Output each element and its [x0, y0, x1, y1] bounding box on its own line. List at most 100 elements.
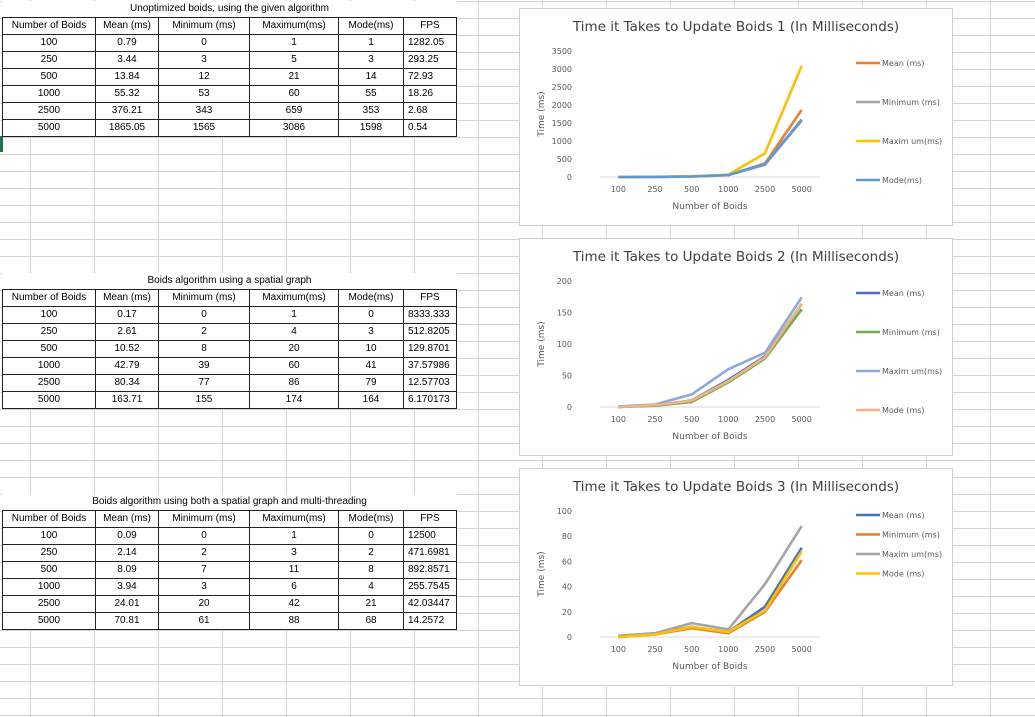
cell-boids[interactable]: 2500	[2, 595, 96, 613]
header-boids[interactable]: Number of Boids	[2, 510, 96, 528]
cell-mode[interactable]: 353	[338, 102, 404, 120]
cell-mean[interactable]: 13.84	[95, 68, 159, 86]
header-mean[interactable]: Mean (ms)	[95, 510, 159, 528]
cell-mean[interactable]: 376.21	[95, 102, 159, 120]
cell-boids[interactable]: 1000	[2, 85, 96, 103]
header-mode[interactable]: Mode(ms)	[338, 510, 404, 528]
cell-max[interactable]: 6	[249, 578, 339, 596]
cell-min[interactable]: 39	[158, 357, 250, 375]
cell-mode[interactable]: 164	[338, 391, 404, 409]
cell-mean[interactable]: 2.14	[95, 544, 159, 562]
cell-mode[interactable]: 10	[338, 340, 404, 358]
cell-min[interactable]: 3	[158, 51, 250, 69]
cell-min[interactable]: 0	[158, 34, 250, 52]
chart-update-boids-2[interactable]: Time it Takes to Update Boids 2 (In Mill…	[519, 238, 953, 456]
cell-min[interactable]: 155	[158, 391, 250, 409]
cell-mean[interactable]: 0.09	[95, 527, 159, 545]
chart-update-boids-1[interactable]: Time it Takes to Update Boids 1 (In Mill…	[519, 8, 953, 226]
cell-mean[interactable]: 70.81	[95, 612, 159, 630]
cell-min[interactable]: 3	[158, 578, 250, 596]
header-fps[interactable]: FPS	[403, 289, 457, 307]
cell-fps[interactable]: 129.8701	[403, 340, 457, 358]
cell-boids[interactable]: 5000	[2, 119, 96, 137]
cell-max[interactable]: 174	[249, 391, 339, 409]
cell-fps[interactable]: 42.03447	[403, 595, 457, 613]
cell-boids[interactable]: 500	[2, 68, 96, 86]
cell-max[interactable]: 20	[249, 340, 339, 358]
cell-mode[interactable]: 41	[338, 357, 404, 375]
cell-max[interactable]: 3	[249, 544, 339, 562]
cell-fps[interactable]: 255.7545	[403, 578, 457, 596]
cell-max[interactable]: 4	[249, 323, 339, 341]
header-min[interactable]: Minimum (ms)	[158, 289, 250, 307]
header-max[interactable]: Maximum(ms)	[249, 17, 339, 35]
cell-fps[interactable]: 12500	[403, 527, 457, 545]
cell-max[interactable]: 659	[249, 102, 339, 120]
cell-min[interactable]: 7	[158, 561, 250, 579]
cell-fps[interactable]: 8333.333	[403, 306, 457, 324]
cell-fps[interactable]: 18.26	[403, 85, 457, 103]
cell-fps[interactable]: 293.25	[403, 51, 457, 69]
cell-fps[interactable]: 14.2572	[403, 612, 457, 630]
cell-mean[interactable]: 42.79	[95, 357, 159, 375]
cell-max[interactable]: 21	[249, 68, 339, 86]
cell-mode[interactable]: 4	[338, 578, 404, 596]
cell-min[interactable]: 2	[158, 544, 250, 562]
cell-mode[interactable]: 3	[338, 51, 404, 69]
cell-mean[interactable]: 3.94	[95, 578, 159, 596]
cell-fps[interactable]: 37.57986	[403, 357, 457, 375]
cell-boids[interactable]: 250	[2, 323, 96, 341]
cell-min[interactable]: 0	[158, 306, 250, 324]
header-max[interactable]: Maximum(ms)	[249, 289, 339, 307]
cell-mean[interactable]: 2.61	[95, 323, 159, 341]
cell-mean[interactable]: 10.52	[95, 340, 159, 358]
header-mode[interactable]: Mode(ms)	[338, 17, 404, 35]
cell-mode[interactable]: 3	[338, 323, 404, 341]
cell-min[interactable]: 1565	[158, 119, 250, 137]
cell-boids[interactable]: 2500	[2, 374, 96, 392]
cell-fps[interactable]: 12.57703	[403, 374, 457, 392]
cell-mean[interactable]: 0.17	[95, 306, 159, 324]
header-mean[interactable]: Mean (ms)	[95, 17, 159, 35]
cell-fps[interactable]: 72.93	[403, 68, 457, 86]
header-max[interactable]: Maximum(ms)	[249, 510, 339, 528]
cell-min[interactable]: 77	[158, 374, 250, 392]
cell-mean[interactable]: 1865.05	[95, 119, 159, 137]
cell-mode[interactable]: 21	[338, 595, 404, 613]
cell-mode[interactable]: 0	[338, 306, 404, 324]
cell-max[interactable]: 60	[249, 85, 339, 103]
cell-mode[interactable]: 1	[338, 34, 404, 52]
cell-min[interactable]: 20	[158, 595, 250, 613]
cell-mean[interactable]: 163.71	[95, 391, 159, 409]
header-boids[interactable]: Number of Boids	[2, 289, 96, 307]
cell-max[interactable]: 42	[249, 595, 339, 613]
cell-boids[interactable]: 1000	[2, 578, 96, 596]
header-fps[interactable]: FPS	[403, 17, 457, 35]
cell-fps[interactable]: 0.54	[403, 119, 457, 137]
chart-update-boids-3[interactable]: Time it Takes to Update Boids 3 (In Mill…	[519, 468, 953, 686]
cell-fps[interactable]: 471.6981	[403, 544, 457, 562]
cell-mode[interactable]: 0	[338, 527, 404, 545]
cell-fps[interactable]: 1282.05	[403, 34, 457, 52]
cell-mean[interactable]: 3.44	[95, 51, 159, 69]
cell-boids[interactable]: 500	[2, 340, 96, 358]
header-min[interactable]: Minimum (ms)	[158, 17, 250, 35]
cell-boids[interactable]: 1000	[2, 357, 96, 375]
cell-boids[interactable]: 5000	[2, 612, 96, 630]
cell-min[interactable]: 2	[158, 323, 250, 341]
cell-boids[interactable]: 500	[2, 561, 96, 579]
cell-max[interactable]: 1	[249, 34, 339, 52]
header-boids[interactable]: Number of Boids	[2, 17, 96, 35]
cell-boids[interactable]: 250	[2, 544, 96, 562]
header-mode[interactable]: Mode(ms)	[338, 289, 404, 307]
cell-fps[interactable]: 512.8205	[403, 323, 457, 341]
header-fps[interactable]: FPS	[403, 510, 457, 528]
selected-cell-indicator[interactable]	[0, 136, 3, 152]
cell-boids[interactable]: 100	[2, 306, 96, 324]
cell-max[interactable]: 3086	[249, 119, 339, 137]
header-min[interactable]: Minimum (ms)	[158, 510, 250, 528]
cell-fps[interactable]: 6.170173	[403, 391, 457, 409]
cell-mode[interactable]: 55	[338, 85, 404, 103]
cell-boids[interactable]: 250	[2, 51, 96, 69]
cell-fps[interactable]: 892.8571	[403, 561, 457, 579]
